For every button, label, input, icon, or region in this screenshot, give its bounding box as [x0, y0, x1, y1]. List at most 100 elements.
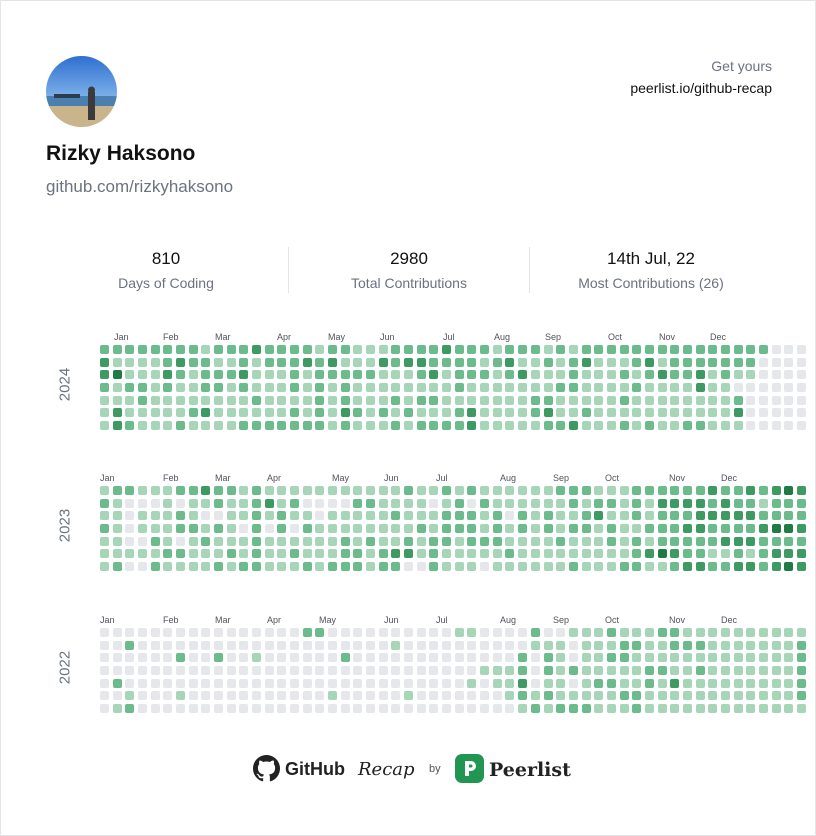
contribution-cell: [277, 691, 287, 701]
contribution-cell: [682, 666, 692, 675]
contribution-cell: [264, 408, 274, 418]
month-label: Jun: [384, 615, 399, 625]
contribution-cell: [670, 408, 680, 418]
contribution-cell: [682, 524, 692, 533]
contribution-cell: [404, 562, 414, 571]
contribution-cell: [416, 345, 426, 354]
contribution-cell: [556, 549, 566, 559]
contribution-cell: [214, 421, 223, 430]
contribution-cell: [733, 408, 743, 418]
contribution-cell: [302, 486, 312, 495]
contribution-cell: [518, 666, 528, 675]
contribution-cell: [670, 524, 680, 533]
contribution-cell: [442, 549, 452, 559]
contribution-cell: [416, 370, 426, 380]
contribution-cell: [682, 511, 692, 521]
contribution-cell: [695, 486, 705, 495]
contribution-cell: [315, 486, 325, 495]
contribution-cell: [226, 511, 236, 521]
contribution-cell: [568, 678, 578, 688]
contribution-cell: [290, 562, 300, 571]
contribution-cell: [758, 640, 768, 650]
contribution-cell: [796, 498, 806, 508]
contribution-cell: [290, 383, 300, 392]
contribution-cell: [442, 640, 452, 650]
contribution-cell: [480, 370, 490, 380]
contribution-cell: [226, 640, 236, 650]
contribution-cell: [796, 370, 806, 380]
contribution-cell: [467, 628, 477, 637]
contribution-cell: [670, 536, 680, 546]
recap-url-link[interactable]: peerlist.io/github-recap: [630, 80, 772, 96]
contribution-cell: [100, 653, 109, 663]
contribution-cell: [657, 486, 667, 495]
contribution-cell: [176, 421, 185, 430]
contribution-cell: [150, 691, 160, 701]
contribution-cell: [644, 395, 654, 405]
contribution-cell: [708, 536, 718, 546]
contribution-cell: [239, 498, 249, 508]
contribution-cell: [771, 345, 781, 354]
contribution-cell: [784, 628, 794, 637]
contribution-cell: [480, 691, 490, 701]
by-label: by: [429, 763, 441, 775]
contribution-cell: [581, 691, 591, 701]
contribution-cell: [442, 666, 452, 675]
contribution-cell: [378, 498, 388, 508]
contribution-cell: [644, 653, 654, 663]
contribution-cell: [619, 549, 629, 559]
contribution-cell: [366, 704, 376, 713]
contribution-cell: [467, 498, 477, 508]
month-label: Jan: [100, 615, 115, 625]
contribution-cell: [784, 370, 794, 380]
contribution-cell: [416, 628, 426, 637]
contribution-cell: [277, 562, 287, 571]
contribution-cell: [239, 691, 249, 701]
contribution-cell: [467, 383, 477, 392]
contribution-cell: [138, 678, 147, 688]
contribution-cell: [340, 345, 350, 354]
contribution-cell: [695, 562, 705, 571]
contribution-cell: [150, 536, 160, 546]
contribution-cell: [530, 678, 540, 688]
contribution-cell: [467, 549, 477, 559]
contribution-cell: [670, 549, 680, 559]
contribution-cell: [758, 678, 768, 688]
contribution-cell: [644, 357, 654, 367]
contribution-cell: [150, 357, 160, 367]
profile-link[interactable]: github.com/rizkyhaksono: [46, 177, 234, 196]
contribution-cell: [670, 395, 680, 405]
contribution-cell: [543, 678, 553, 688]
month-label: May: [319, 615, 337, 625]
contribution-cell: [252, 383, 261, 392]
contribution-cell: [505, 691, 515, 701]
contribution-cell: [201, 536, 211, 546]
contribution-cell: [606, 498, 616, 508]
contribution-cell: [670, 640, 680, 650]
contribution-cell: [619, 524, 629, 533]
contribution-cell: [138, 536, 147, 546]
contribution-cell: [252, 498, 261, 508]
contribution-cell: [366, 395, 376, 405]
contribution-cell: [188, 395, 198, 405]
contribution-cell: [404, 498, 414, 508]
contribution-cell: [416, 486, 426, 495]
contribution-cell: [518, 640, 528, 650]
contribution-cell: [366, 691, 376, 701]
month-label: Mar: [215, 473, 231, 483]
contribution-cell: [138, 498, 147, 508]
contribution-cell: [429, 524, 439, 533]
contribution-cell: [378, 640, 388, 650]
contribution-cell: [556, 666, 566, 675]
contribution-cell: [188, 640, 198, 650]
contribution-cell: [201, 408, 211, 418]
contribution-cell: [695, 691, 705, 701]
month-label: Sep: [553, 473, 570, 483]
contribution-cell: [771, 383, 781, 392]
contribution-cell: [264, 536, 274, 546]
contribution-cell: [644, 524, 654, 533]
contribution-cell: [378, 395, 388, 405]
contribution-cell: [594, 486, 604, 495]
contribution-cell: [264, 511, 274, 521]
contribution-cell: [606, 524, 616, 533]
